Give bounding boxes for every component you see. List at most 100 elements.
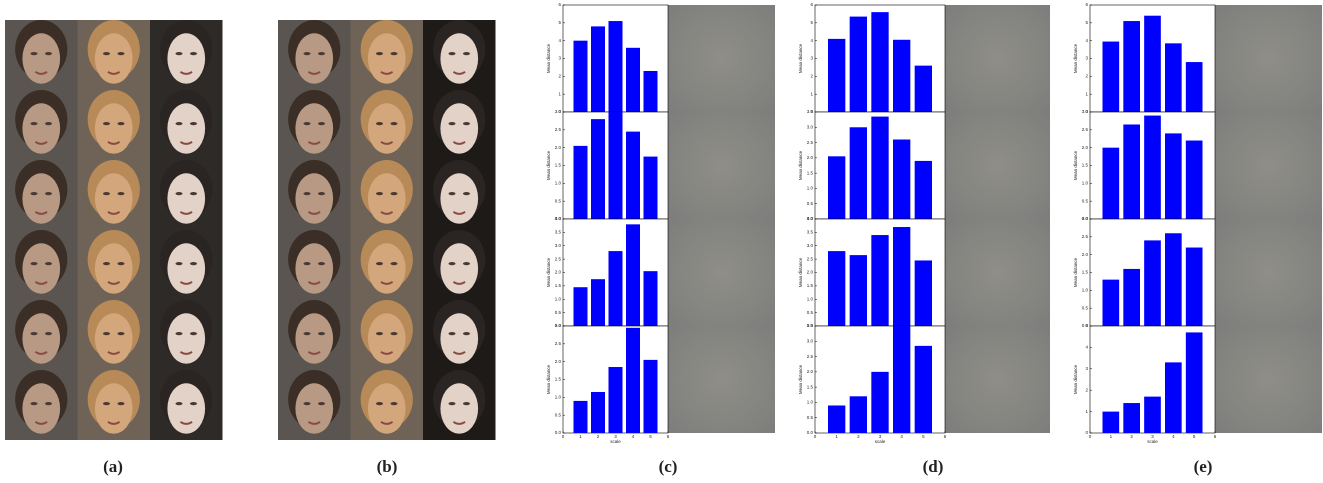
- panel-label: (a): [103, 457, 123, 476]
- y-tick-label: 1: [558, 91, 561, 96]
- x-tick-label: 1: [1110, 434, 1113, 439]
- face-eye: [463, 402, 470, 406]
- face-mouth: [107, 350, 121, 355]
- face-skin: [367, 383, 406, 434]
- y-tick-label: 2.0: [1082, 252, 1089, 257]
- y-tick-label: 2.5: [555, 127, 562, 132]
- y-tick-label: 2.0: [807, 270, 814, 275]
- y-tick-label: 1.0: [555, 181, 562, 186]
- y-tick-label: 1.0: [555, 296, 562, 301]
- bar: [608, 251, 623, 326]
- bar: [1123, 124, 1140, 219]
- diff-image: [668, 112, 775, 219]
- face-eye: [463, 332, 470, 336]
- face-eye: [175, 402, 183, 406]
- face-mouth: [307, 420, 321, 425]
- face-eye: [190, 122, 197, 126]
- face-mouth: [107, 70, 121, 75]
- face-skin: [295, 313, 334, 364]
- face-eye: [448, 122, 456, 126]
- bar: [643, 70, 658, 112]
- bar: [1185, 62, 1203, 112]
- face-mouth: [307, 350, 321, 355]
- diff-image: [668, 326, 775, 433]
- bar: [1102, 147, 1120, 219]
- bar: [573, 40, 588, 112]
- face-eye: [103, 262, 110, 266]
- face-eye: [448, 332, 456, 336]
- face-mouth: [34, 420, 48, 425]
- diff-image: [945, 5, 1050, 112]
- bar: [871, 116, 889, 219]
- face-eye: [30, 192, 38, 196]
- face-mouth: [107, 420, 121, 425]
- y-tick-label: 2: [1085, 74, 1088, 79]
- face-mouth: [34, 70, 48, 75]
- face-eye: [390, 332, 398, 336]
- bar: [1185, 332, 1203, 433]
- x-tick-label: 2: [597, 434, 600, 439]
- face-eye: [463, 52, 470, 56]
- y-tick-label: 0.0: [807, 430, 814, 435]
- y-axis-label: Mean distance: [546, 150, 551, 180]
- face-mouth: [179, 350, 193, 355]
- face-skin: [295, 103, 334, 154]
- x-tick-label: 4: [900, 434, 903, 439]
- face-eye: [448, 192, 456, 196]
- y-tick-label: 0.0: [1082, 216, 1089, 221]
- face-eye: [448, 262, 456, 266]
- face-skin: [94, 173, 133, 224]
- y-tick-label: 3: [558, 56, 561, 61]
- y-tick-label: 3.5: [807, 109, 814, 114]
- bar: [1123, 268, 1140, 326]
- face-eye: [390, 262, 398, 266]
- bar: [849, 16, 867, 112]
- face-eye: [175, 192, 183, 196]
- y-tick-label: 1.5: [555, 283, 562, 288]
- x-tick-label: 4: [632, 434, 635, 439]
- bar: [1185, 140, 1203, 219]
- y-tick-label: 0.0: [1082, 323, 1089, 328]
- face-eye: [45, 192, 52, 196]
- face-eye: [376, 402, 383, 406]
- bar: [871, 371, 889, 433]
- face-mouth: [107, 280, 121, 285]
- face-eye: [117, 332, 125, 336]
- bar: [914, 65, 932, 112]
- bar: [573, 287, 588, 326]
- x-tick-label: 0: [1089, 434, 1092, 439]
- face-eye: [448, 52, 456, 56]
- face-mouth: [179, 210, 193, 215]
- face-eye: [117, 262, 125, 266]
- y-tick-label: 0.0: [555, 430, 562, 435]
- face-eye: [117, 402, 125, 406]
- y-tick-label: 3.0: [807, 124, 814, 129]
- bar: [626, 327, 640, 433]
- bar: [643, 271, 658, 326]
- face-eye: [376, 332, 383, 336]
- face-eye: [103, 122, 110, 126]
- y-tick-label: 4.0: [555, 216, 562, 221]
- face-eye: [463, 122, 470, 126]
- x-tick-label: 5: [1193, 434, 1196, 439]
- bar: [573, 400, 588, 433]
- face-mouth: [380, 350, 394, 355]
- y-axis-label: Mean distance: [1073, 364, 1078, 394]
- face-mouth: [380, 70, 394, 75]
- face-skin: [94, 103, 133, 154]
- y-tick-label: 3: [1085, 56, 1088, 61]
- face-mouth: [34, 350, 48, 355]
- x-tick-label: 0: [562, 434, 565, 439]
- y-tick-label: 2.0: [555, 270, 562, 275]
- bar: [1123, 403, 1140, 433]
- x-axis-label: scale: [875, 439, 886, 444]
- bar: [893, 139, 911, 219]
- bar: [914, 345, 932, 433]
- face-skin: [367, 313, 406, 364]
- diff-image: [1215, 219, 1322, 326]
- face-eye: [318, 192, 325, 196]
- face-mouth: [380, 140, 394, 145]
- bar: [1144, 396, 1161, 433]
- y-tick-label: 2: [558, 74, 561, 79]
- y-tick-label: 1: [810, 91, 813, 96]
